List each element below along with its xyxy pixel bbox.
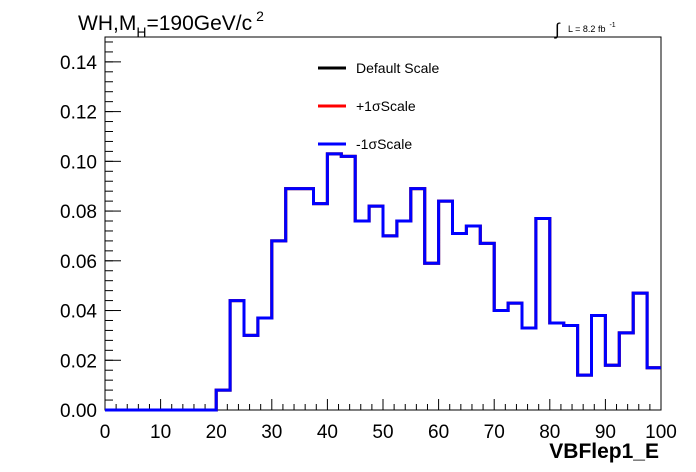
legend-label: Default Scale (356, 60, 439, 76)
x-tick-label: 80 (539, 422, 560, 443)
lumi-integral-symbol: ∫ (554, 20, 561, 39)
title-main: =190GeV/c (146, 12, 252, 35)
x-tick-label: 30 (261, 422, 282, 443)
legend-label: +1σScale (356, 98, 416, 114)
legend-label: -1σScale (356, 136, 412, 152)
y-tick-label: 0.04 (60, 302, 97, 323)
lumi-superscript: -1 (609, 22, 615, 29)
y-tick-label: 0.14 (60, 53, 97, 74)
x-tick-label: 50 (372, 422, 393, 443)
legend: Default Scale +1σScale -1σScale (318, 60, 439, 152)
x-tick-label: 40 (317, 422, 338, 443)
y-tick-label: 0.10 (60, 152, 97, 173)
y-tick-label: 0.06 (60, 252, 97, 273)
title-subscript: H (136, 24, 146, 40)
x-tick-label: 20 (206, 422, 227, 443)
y-tick-label: 0.00 (60, 401, 97, 422)
x-tick-label: 10 (150, 422, 171, 443)
x-tick-label: 60 (428, 422, 449, 443)
lumi-text: L = 8.2 fb (568, 24, 605, 34)
x-tick-label: 100 (645, 422, 677, 443)
title-prefix: WH,M (78, 12, 136, 35)
y-tick-label: 0.08 (60, 202, 97, 223)
title-superscript: 2 (256, 8, 264, 24)
chart-title: WH,MH=190GeV/c 2 (78, 8, 264, 40)
y-tick-label: 0.02 (60, 351, 97, 372)
x-tick-label: 0 (100, 422, 111, 443)
x-tick-label: 90 (595, 422, 616, 443)
y-axis: 0.00 0.02 0.04 0.06 0.08 0.10 0.12 0.14 (60, 41, 121, 422)
lumi-label: L = 8.2 fb -1 (568, 22, 616, 34)
series-line-2 (105, 152, 661, 412)
x-axis-label: VBFlep1_E (549, 440, 659, 463)
x-axis: 0 10 20 30 40 50 60 70 80 90 100 (100, 399, 677, 443)
x-tick-label: 70 (484, 422, 505, 443)
y-tick-label: 0.12 (60, 103, 97, 124)
series-layer (105, 152, 661, 412)
